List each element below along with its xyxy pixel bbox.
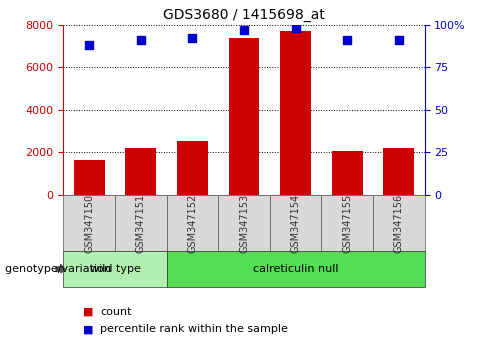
Point xyxy=(395,37,403,43)
Text: ■: ■ xyxy=(82,307,93,316)
Text: GSM347153: GSM347153 xyxy=(239,193,249,253)
Text: GSM347151: GSM347151 xyxy=(136,193,146,253)
Bar xyxy=(383,148,414,195)
Point xyxy=(292,25,300,31)
Bar xyxy=(332,150,363,195)
Point xyxy=(188,35,196,41)
Bar xyxy=(280,31,311,195)
Text: GSM347154: GSM347154 xyxy=(290,193,301,253)
Bar xyxy=(177,141,208,195)
Text: wild type: wild type xyxy=(90,264,141,274)
Text: genotype/variation: genotype/variation xyxy=(5,264,114,274)
Text: GSM347155: GSM347155 xyxy=(342,193,352,253)
Point xyxy=(85,42,93,48)
Point xyxy=(240,27,248,33)
Title: GDS3680 / 1415698_at: GDS3680 / 1415698_at xyxy=(163,8,325,22)
Text: count: count xyxy=(100,307,132,316)
Bar xyxy=(74,160,105,195)
Text: percentile rank within the sample: percentile rank within the sample xyxy=(100,324,288,334)
Text: GSM347156: GSM347156 xyxy=(394,193,404,253)
Point xyxy=(137,37,145,43)
Text: calreticulin null: calreticulin null xyxy=(253,264,338,274)
Bar xyxy=(125,148,156,195)
Text: GSM347150: GSM347150 xyxy=(84,193,94,253)
Text: GSM347152: GSM347152 xyxy=(187,193,198,253)
Bar xyxy=(228,38,260,195)
Text: ■: ■ xyxy=(82,324,93,334)
Point xyxy=(343,37,351,43)
